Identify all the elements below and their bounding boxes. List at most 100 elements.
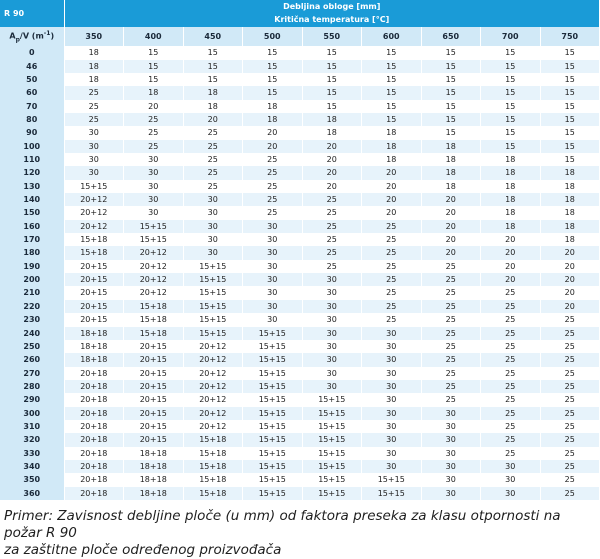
thickness-cell: 15+18 bbox=[183, 433, 243, 447]
thickness-cell: 30 bbox=[183, 193, 243, 207]
section-factor-cell: 120 bbox=[0, 166, 65, 180]
table-row: 130 15+15 30 25 25 20 20 18 18 18 bbox=[0, 179, 600, 194]
temperature-column-header: 700 bbox=[480, 26, 541, 47]
section-factor-cell: 250 bbox=[0, 339, 65, 354]
thickness-cell: 20 bbox=[421, 193, 481, 207]
thickness-cell: 25 bbox=[302, 246, 362, 260]
thickness-cell: 15+18 bbox=[183, 446, 243, 460]
temperature-column-header: 500 bbox=[242, 26, 303, 47]
thickness-cell: 30 bbox=[302, 366, 362, 380]
thickness-cell: 20+12 bbox=[183, 419, 243, 434]
thickness-cell: 20+18 bbox=[64, 473, 124, 487]
temperature-column-header: 600 bbox=[361, 26, 422, 47]
thickness-cell: 15+18 bbox=[123, 299, 184, 314]
thickness-cell: 20+15 bbox=[64, 286, 124, 300]
thickness-cell: 25 bbox=[480, 446, 541, 460]
section-factor-cell: 300 bbox=[0, 406, 65, 420]
thickness-cell: 15+15 bbox=[242, 486, 303, 500]
thickness-cell: 25 bbox=[302, 219, 362, 234]
thickness-cell: 20 bbox=[302, 179, 362, 194]
thickness-cell: 20+15 bbox=[123, 419, 184, 434]
section-factor-cell: 170 bbox=[0, 233, 65, 247]
thickness-cell: 25 bbox=[480, 433, 541, 447]
thickness-cell: 20+12 bbox=[183, 379, 243, 394]
section-factor-cell: 220 bbox=[0, 299, 65, 314]
temperature-column-header: 650 bbox=[421, 26, 481, 47]
thickness-cell: 25 bbox=[421, 259, 481, 274]
thickness-cell: 15+15 bbox=[64, 179, 124, 194]
section-factor-cell: 70 bbox=[0, 99, 65, 113]
thickness-cell: 25 bbox=[123, 126, 184, 140]
thickness-cell: 25 bbox=[540, 326, 600, 340]
thickness-cell: 18 bbox=[64, 59, 124, 73]
thickness-cell: 30 bbox=[302, 299, 362, 314]
thickness-cell: 20 bbox=[361, 193, 422, 207]
thickness-cell: 25 bbox=[540, 366, 600, 380]
thickness-cell: 18 bbox=[421, 166, 481, 180]
thickness-cell: 30 bbox=[64, 166, 124, 180]
thickness-cell: 25 bbox=[421, 273, 481, 287]
thickness-cell: 18 bbox=[540, 179, 600, 194]
thickness-cell: 25 bbox=[421, 286, 481, 300]
thickness-cell: 18+18 bbox=[123, 473, 184, 487]
thickness-cell: 25 bbox=[421, 326, 481, 340]
thickness-cell: 15 bbox=[540, 59, 600, 73]
thickness-cell: 15 bbox=[123, 59, 184, 73]
thickness-cell: 20+18 bbox=[64, 486, 124, 500]
thickness-cell: 15 bbox=[540, 86, 600, 100]
thickness-cell: 15 bbox=[540, 113, 600, 127]
thickness-cell: 18 bbox=[540, 233, 600, 247]
table-row: 90 30 25 25 20 18 18 15 15 15 bbox=[0, 126, 600, 140]
thickness-cell: 18 bbox=[480, 166, 541, 180]
thickness-cell: 20 bbox=[540, 259, 600, 274]
thickness-cell: 20 bbox=[421, 246, 481, 260]
thickness-cell: 30 bbox=[242, 219, 303, 234]
thickness-cell: 30 bbox=[361, 353, 422, 367]
thickness-cell: 30 bbox=[242, 313, 303, 327]
thickness-cell: 15 bbox=[242, 72, 303, 87]
thickness-cell: 15 bbox=[302, 59, 362, 73]
thickness-cell: 15 bbox=[183, 46, 243, 60]
thickness-cell: 20+18 bbox=[64, 379, 124, 394]
thickness-cell: 25 bbox=[480, 366, 541, 380]
thickness-cell: 20+18 bbox=[64, 459, 124, 474]
thickness-cell: 25 bbox=[242, 166, 303, 180]
thickness-cell: 30 bbox=[183, 219, 243, 234]
thickness-cell: 30 bbox=[123, 206, 184, 220]
thickness-cell: 25 bbox=[302, 233, 362, 247]
section-factor-cell: 210 bbox=[0, 286, 65, 300]
thickness-cell: 30 bbox=[361, 419, 422, 434]
thickness-cell: 30 bbox=[302, 273, 362, 287]
thickness-cell: 30 bbox=[421, 446, 481, 460]
thickness-cell: 20+18 bbox=[64, 393, 124, 407]
thickness-cell: 15 bbox=[421, 46, 481, 60]
thickness-cell: 25 bbox=[480, 313, 541, 327]
thickness-cell: 30 bbox=[480, 459, 541, 474]
thickness-cell: 30 bbox=[421, 459, 481, 474]
thickness-cell: 25 bbox=[361, 233, 422, 247]
thickness-cell: 20+12 bbox=[183, 353, 243, 367]
thickness-cell: 15+15 bbox=[242, 406, 303, 420]
thickness-cell: 20 bbox=[540, 286, 600, 300]
thickness-cell: 30 bbox=[361, 446, 422, 460]
thickness-cell: 15 bbox=[361, 59, 422, 73]
thickness-cell: 25 bbox=[480, 406, 541, 420]
thickness-cell: 15+15 bbox=[242, 459, 303, 474]
table-row: 190 20+15 20+12 15+15 30 25 25 25 20 20 bbox=[0, 259, 600, 274]
table-row: 220 20+15 15+18 15+15 30 30 25 25 25 20 bbox=[0, 299, 600, 314]
thickness-cell: 15 bbox=[480, 46, 541, 60]
thickness-cell: 25 bbox=[242, 179, 303, 194]
thickness-cell: 25 bbox=[480, 393, 541, 407]
thickness-cell: 15 bbox=[480, 59, 541, 73]
thickness-cell: 15+15 bbox=[242, 433, 303, 447]
thickness-cell: 15+15 bbox=[242, 353, 303, 367]
thickness-cell: 15 bbox=[540, 139, 600, 154]
thickness-cell: 18 bbox=[480, 206, 541, 220]
thickness-cell: 15+15 bbox=[183, 299, 243, 314]
thickness-cell: 20+15 bbox=[123, 393, 184, 407]
thickness-cell: 20+15 bbox=[64, 313, 124, 327]
thickness-cell: 15+15 bbox=[242, 473, 303, 487]
thickness-cell: 25 bbox=[242, 193, 303, 207]
table-row: 80 25 25 20 18 18 15 15 15 15 bbox=[0, 113, 600, 127]
